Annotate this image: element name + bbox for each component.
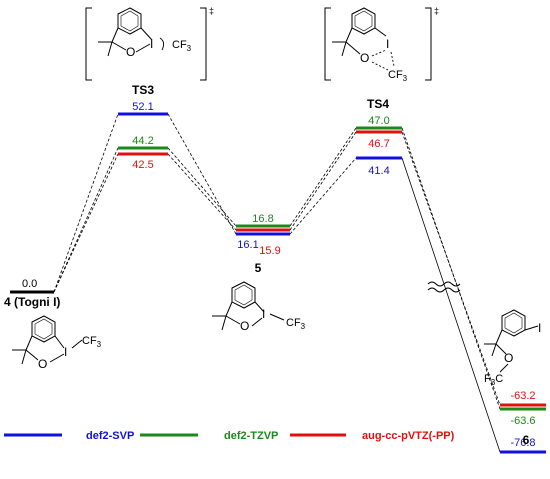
connector-ts4-s6-tzvp [401,127,501,410]
legend-svp-label: def2-SVP [86,430,134,442]
ts4-bracket-left [324,7,331,81]
ts4-oxygen: O [360,51,369,65]
s6-svp-value-label: -76.8 [510,437,535,449]
ts3-aug-value-label: 42.5 [132,159,153,171]
connector-ts3-s5-aug [167,153,237,231]
connector-ts3-s5-tzvp [167,147,237,227]
ts3-tzvp-value-label: 44.2 [132,135,153,147]
svg-text:I: I [538,321,541,335]
svg-text:CF3: CF3 [82,335,102,349]
svg-text:I: I [262,307,265,321]
ts4-aug-value-label: 46.7 [368,138,389,150]
ts4-svp-value-label: 41.4 [368,165,389,177]
connector-s4-ts3-svp [53,113,119,293]
ts3-oxygen: O [126,45,135,59]
s5-svp-value-label: 16.1 [237,239,258,251]
ts4-iodine: I [386,37,389,51]
s6-label: 6 [523,433,530,447]
svg-text:I: I [64,345,67,359]
ts4-benzene-ring [351,7,376,35]
ts4-dagger: ‡ [434,6,439,16]
connector-s5-ts4-svp [289,157,357,235]
ts4-structure: ‡ I O CF3 [324,6,439,83]
ts4-tzvp-value-label: 47.0 [368,115,389,127]
s5-aug-value-label: 15.9 [259,245,280,257]
ts3-iodine: I [150,37,153,51]
connector-s5-ts4-aug [289,131,357,231]
ts3-bracket-left [85,7,92,81]
svg-text:O: O [504,351,513,365]
s4-label: 4 (Togni I) [4,295,60,309]
ts3-svp-value-label: 52.1 [132,101,153,113]
connector-ts4-s6-svp [401,157,501,453]
svg-text:F3C: F3C [484,373,503,387]
compound-5-structure: I CF3 O [212,281,306,333]
ts4-cf3: CF3 [388,69,408,83]
s4-ref-value-label: 0.0 [22,278,37,290]
energy-levels: 0.0 52.1 44.2 42.5 16.1 16.8 15.9 41.4 47.0 46.7 -… [10,101,546,454]
ts4-benzene-inner [354,10,373,32]
connector-lines [53,113,501,453]
svg-text:O: O [240,319,249,333]
connector-s5-ts4-tzvp [289,127,357,227]
s5-tzvp-value-label: 16.8 [252,213,273,225]
axis-break-marker [427,281,461,293]
connector-s4-ts3-tzvp [53,147,119,293]
ts3-benzene-ring [117,7,142,35]
ts3-benzene-inner [120,10,139,32]
legend: def2-SVP def2-TZVP aug-cc-pVTZ(-PP) [4,430,455,442]
ts3-structure: ‡ I CF3 O [85,6,214,81]
s5-label: 5 [255,261,262,275]
ts3-cf3: CF3 [172,39,192,53]
connector-ts3-s5-svp [167,113,237,235]
s6-tzvp-value-label: -63.6 [510,415,535,427]
legend-tzvp-label: def2-TZVP [224,430,278,442]
svg-text:O: O [38,357,47,371]
ts4-bracket-right [425,7,432,81]
ts3-dagger: ‡ [209,6,214,16]
svg-text:CF3: CF3 [286,317,306,331]
s6-aug-value-label: -63.2 [510,390,535,402]
togni-structure: I CF3 O [12,315,102,371]
connector-ts4-s6-aug [401,131,501,406]
ts3-label: TS3 [132,83,154,97]
ts4-label: TS4 [367,97,389,111]
connector-s4-ts3-aug [53,153,119,293]
legend-aug-label: aug-cc-pVTZ(-PP) [362,430,455,442]
ts3-bracket-right [200,7,207,81]
compound-6-structure: I O F3C [484,309,541,387]
